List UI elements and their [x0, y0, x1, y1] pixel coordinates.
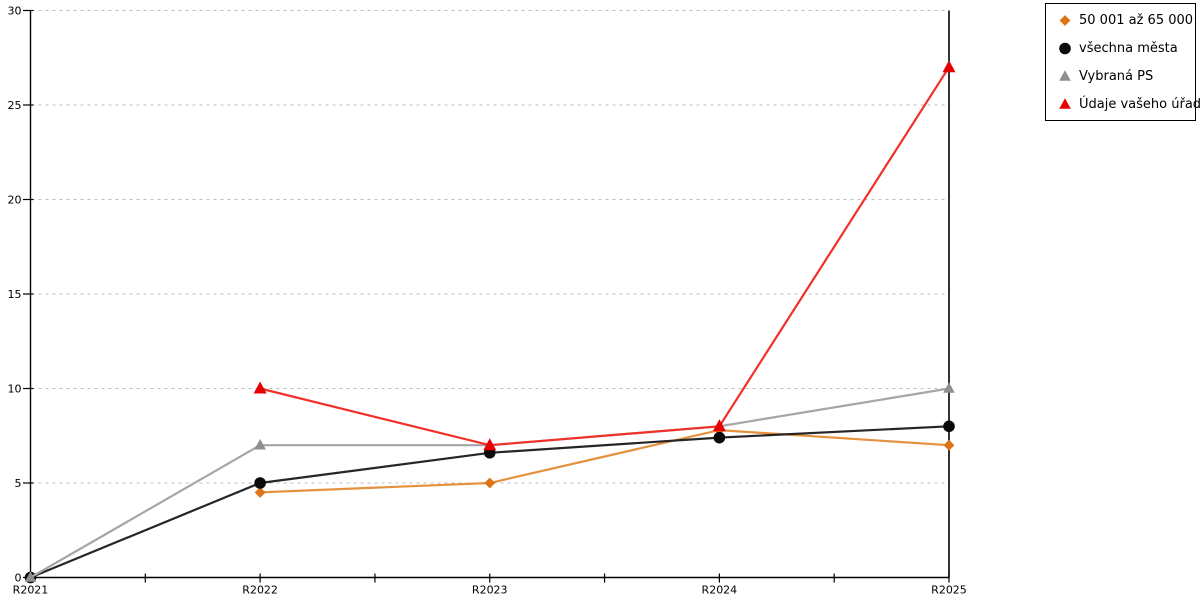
- y-tick-label: 10: [8, 383, 22, 396]
- triangle-marker-icon: [942, 60, 956, 73]
- legend-item: Údaje vašeho úřadu: [1058, 97, 1200, 112]
- circle-marker-icon: [254, 477, 266, 489]
- chart-legend: 50 001 až 65 000 všechna města Vybraná PS Ú…: [1045, 3, 1200, 121]
- triangle-marker-icon: [483, 438, 497, 451]
- diamond-marker-icon: [484, 477, 496, 489]
- triangle-marker-icon: [943, 382, 955, 393]
- triangle-marker-icon: [253, 381, 267, 394]
- diamond-marker-icon: [943, 439, 955, 451]
- triangle-marker-icon: [1059, 70, 1071, 81]
- legend-item: Vybraná PS: [1058, 69, 1195, 84]
- legend-triangle-icon: [1059, 98, 1071, 109]
- legend-item: všechna města: [1058, 41, 1195, 56]
- legend-item: 50 001 až 65 000: [1058, 13, 1195, 28]
- legend-label: Údaje vašeho úřadu: [1079, 96, 1200, 112]
- y-tick-label: 0: [15, 572, 22, 585]
- legend-triangle-icon: [1059, 70, 1071, 81]
- x-tick-label: R2025: [931, 584, 967, 597]
- triangle-marker-icon: [1059, 98, 1071, 109]
- triangle-marker-icon: [712, 419, 726, 432]
- legend-label: Vybraná PS: [1079, 68, 1154, 84]
- diamond-marker-icon: [1059, 15, 1071, 26]
- y-tick-label: 15: [8, 288, 22, 301]
- series-4: [253, 60, 956, 451]
- legend-circle-icon: [1059, 42, 1071, 55]
- diamond-marker-icon: [254, 487, 266, 498]
- circle-marker-icon: [943, 420, 955, 433]
- triangle-marker-icon: [24, 571, 37, 582]
- y-tick-label: 25: [8, 99, 22, 112]
- legend-diamond-icon: [1059, 15, 1071, 26]
- y-tick-label: 30: [8, 5, 22, 18]
- x-tick-label: R2021: [13, 584, 49, 597]
- legend-label: všechna města: [1079, 40, 1178, 56]
- x-tick-label: R2023: [472, 584, 508, 597]
- series-line: [260, 428, 950, 494]
- y-tick-label: 20: [8, 194, 22, 207]
- x-tick-label: R2022: [242, 584, 278, 597]
- legend-label: 50 001 až 65 000: [1079, 12, 1194, 28]
- series-line: [259, 66, 950, 447]
- circle-marker-icon: [713, 431, 726, 444]
- circle-marker-icon: [1059, 42, 1071, 55]
- x-tick-label: R2024: [702, 584, 738, 597]
- triangle-marker-icon: [254, 438, 266, 450]
- y-tick-label: 5: [15, 477, 22, 490]
